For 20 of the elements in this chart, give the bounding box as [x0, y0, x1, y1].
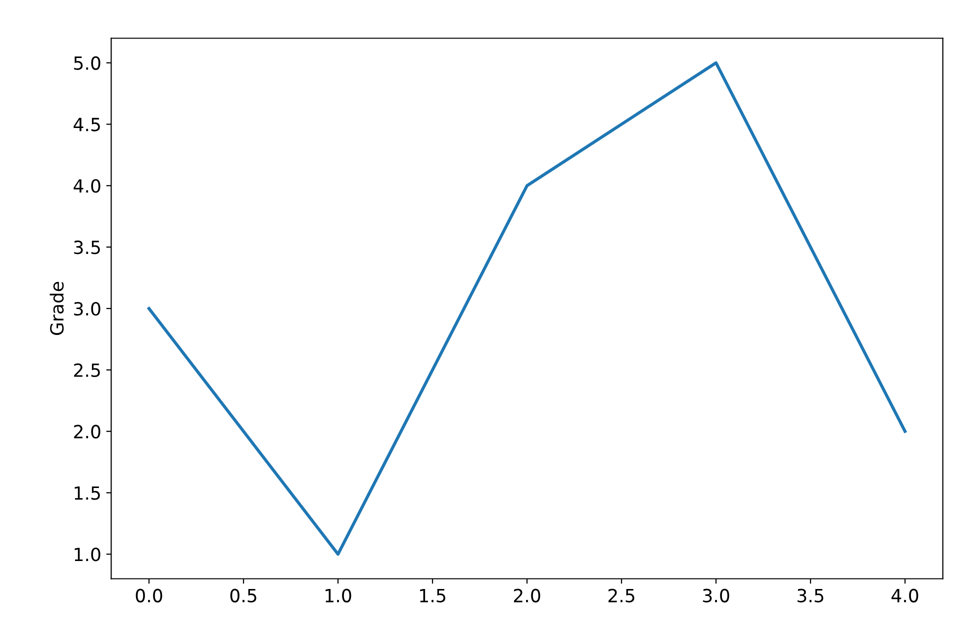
x-tick-label: 4.0	[892, 588, 918, 602]
x-tick-label: 1.0	[326, 588, 352, 602]
y-tick-label: 1.0	[74, 548, 100, 562]
x-tick-label: 2.0	[514, 588, 540, 602]
y-tick-label: 4.5	[74, 118, 100, 132]
x-tick-label: 3.5	[798, 588, 824, 602]
y-axis-title: Grade	[50, 282, 64, 336]
y-tick-label: 5.0	[74, 56, 100, 70]
y-tick-label: 3.0	[74, 302, 100, 316]
x-tick-label: 0.0	[136, 588, 162, 602]
x-tick-label: 3.0	[703, 588, 730, 602]
y-tick-label: 3.5	[74, 240, 100, 254]
x-tick-label: 1.5	[420, 589, 446, 602]
x-tick-label: 2.5	[608, 588, 634, 602]
y-tick-label: 1.5	[74, 486, 100, 500]
y-tick-label: 2.0	[74, 424, 100, 438]
y-tick-label: 2.5	[74, 363, 100, 378]
x-tick-label: 0.5	[230, 588, 256, 602]
line-series	[147, 61, 907, 556]
y-tick-label: 4.0	[74, 179, 100, 193]
